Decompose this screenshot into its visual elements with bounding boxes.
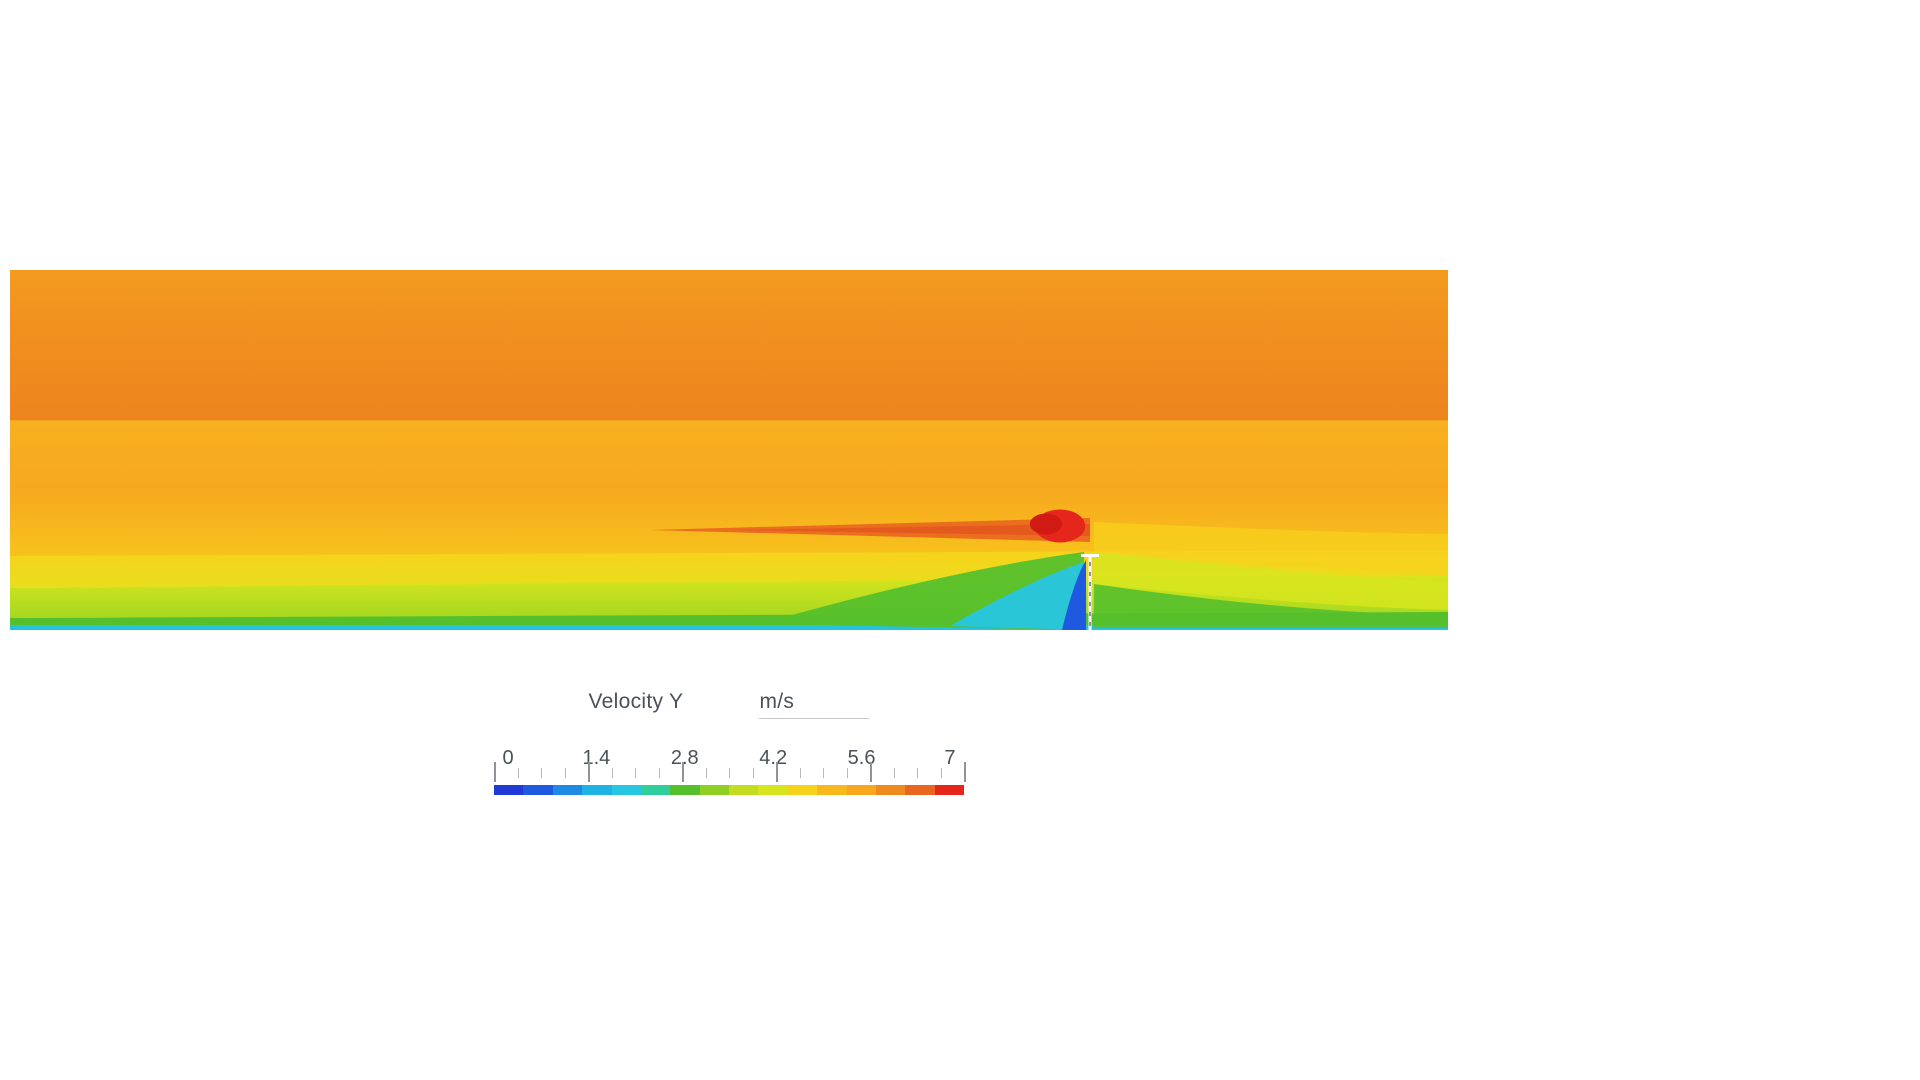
legend-tick-label: 0 (488, 747, 528, 770)
legend-bar-row (488, 776, 970, 798)
legend-quantity-label: Velocity Y (589, 690, 684, 713)
legend-tick-label: 4.2 (753, 747, 793, 770)
legend-tick-label: 7 (930, 747, 970, 770)
legend-title: Velocity Y m/s (589, 690, 870, 719)
color-legend: Velocity Y m/s 0 1.4 2.8 4.2 5.6 7 (0, 690, 1458, 798)
legend-scale: 0 1.4 2.8 4.2 5.6 7 (488, 747, 970, 798)
legend-units-label: m/s (759, 690, 869, 719)
legend-tick-label: 1.4 (576, 747, 616, 770)
legend-tick-label: 5.6 (842, 747, 882, 770)
legend-tick-label: 2.8 (665, 747, 705, 770)
legend-tick-labels: 0 1.4 2.8 4.2 5.6 7 (488, 747, 970, 770)
cfd-velocity-contour (10, 270, 1448, 630)
legend-color-bar (494, 782, 964, 792)
cfd-field-svg (10, 270, 1448, 630)
